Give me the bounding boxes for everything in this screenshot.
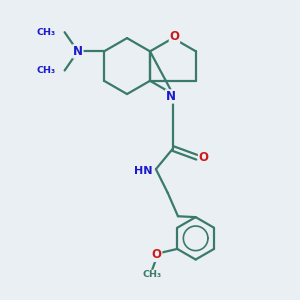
Text: O: O bbox=[152, 248, 162, 261]
Text: O: O bbox=[169, 30, 179, 43]
Text: CH₃: CH₃ bbox=[36, 28, 55, 37]
Text: CH₃: CH₃ bbox=[143, 270, 162, 279]
Text: CH₃: CH₃ bbox=[36, 66, 55, 75]
Text: O: O bbox=[199, 151, 208, 164]
Text: N: N bbox=[166, 90, 176, 103]
Text: N: N bbox=[73, 45, 83, 58]
Text: HN: HN bbox=[134, 166, 152, 176]
